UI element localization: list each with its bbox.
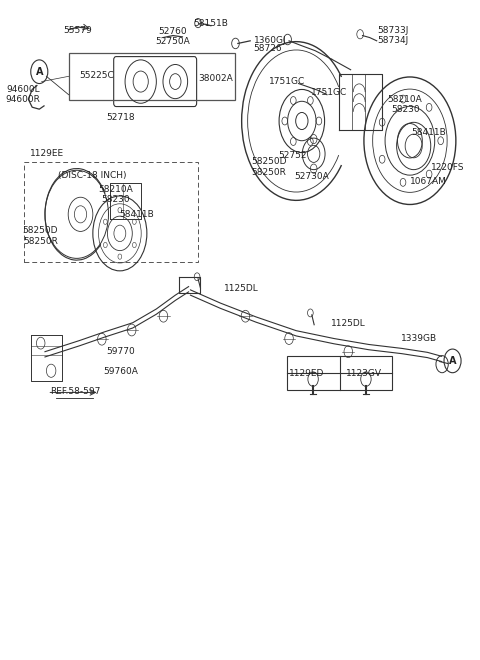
Text: 1751GC: 1751GC [311, 88, 348, 96]
Text: 52718: 52718 [107, 113, 135, 121]
Text: 58733J
58734J: 58733J 58734J [378, 26, 409, 46]
Text: 52730A: 52730A [294, 172, 329, 182]
Text: 1220FS: 1220FS [431, 162, 465, 172]
Text: 1751GC: 1751GC [268, 77, 305, 86]
Text: 55579: 55579 [64, 26, 93, 36]
Text: 1129ED: 1129ED [289, 369, 325, 378]
Text: 55225C: 55225C [80, 71, 114, 80]
Text: A: A [449, 356, 456, 366]
Text: 1339GB: 1339GB [401, 334, 437, 343]
Text: 1360GJ: 1360GJ [253, 36, 286, 46]
Text: A: A [36, 67, 43, 77]
Text: 58411B: 58411B [411, 128, 446, 137]
Text: REF.58-597: REF.58-597 [49, 387, 100, 396]
Text: 58250D
58250R: 58250D 58250R [252, 157, 287, 177]
Text: 1125DL: 1125DL [224, 284, 258, 293]
Text: 58151B: 58151B [193, 18, 228, 28]
Text: 58726: 58726 [253, 44, 282, 53]
Text: 1123GV: 1123GV [346, 369, 382, 378]
Text: (DISC-18 INCH): (DISC-18 INCH) [58, 171, 126, 180]
Text: 59760A: 59760A [103, 367, 138, 376]
Bar [69, 53, 235, 100]
Text: 38002A: 38002A [198, 74, 233, 82]
Text: 52752: 52752 [278, 151, 307, 160]
Text: 58250D
58250R: 58250D 58250R [23, 226, 58, 246]
Bar [24, 162, 198, 262]
Text: 1067AM: 1067AM [410, 177, 447, 186]
Text: 94600L
94600R: 94600L 94600R [5, 85, 40, 104]
Text: 1125DL: 1125DL [331, 319, 365, 328]
Text: 52760
52750A: 52760 52750A [156, 26, 190, 46]
Bar [287, 356, 392, 391]
Text: 59770: 59770 [107, 346, 135, 356]
Text: 58210A
58230: 58210A 58230 [99, 185, 133, 205]
Text: 58210A
58230: 58210A 58230 [388, 95, 422, 114]
Text: 1129EE: 1129EE [30, 149, 64, 158]
Text: 58411B: 58411B [119, 211, 154, 220]
